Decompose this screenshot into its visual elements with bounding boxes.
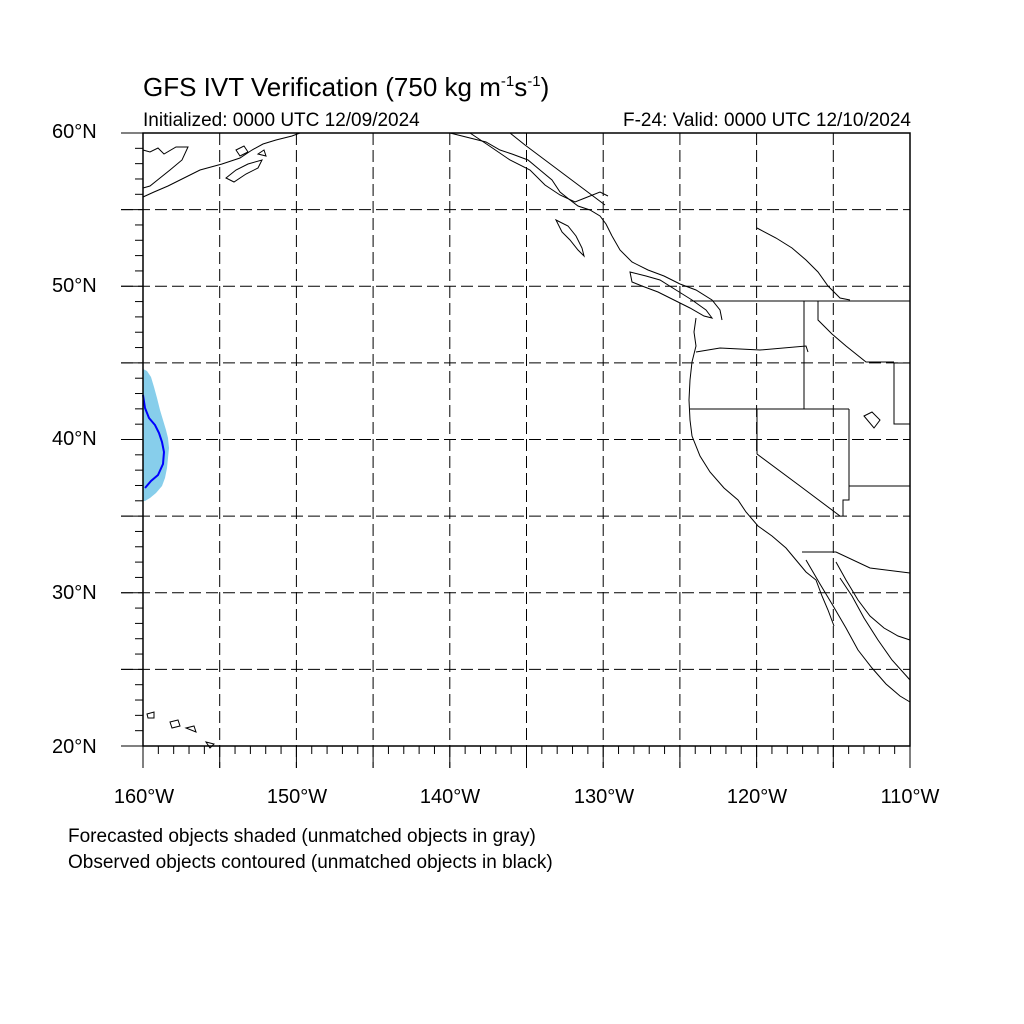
us-west-coast <box>688 317 835 627</box>
forecast-legend-note: Forecasted objects shaded (unmatched obj… <box>68 826 536 847</box>
alaska-islands <box>235 145 267 157</box>
initialized-label: Initialized: 0000 UTC 12/09/2024 <box>143 110 420 131</box>
wyoming-border <box>893 362 910 425</box>
forecast-ivt-object <box>143 369 169 501</box>
axis-ticks <box>121 132 911 768</box>
alaska-coast <box>142 146 189 189</box>
great-salt-lake <box>863 411 881 429</box>
alaska-peninsula-coast <box>142 132 301 198</box>
haida-gwaii <box>554 218 585 258</box>
observed-ivt-contour <box>142 394 166 489</box>
idaho-border <box>803 301 894 409</box>
lat-label-60n: 60°N <box>52 121 97 143</box>
nevada-california-border <box>756 409 841 517</box>
alaska-panhandle <box>469 132 609 203</box>
lat-label-40n: 40°N <box>52 428 97 450</box>
chart-title: GFS IVT Verification (750 kg m-1s-1) <box>143 72 550 102</box>
lon-label-160w: 160°W <box>113 786 175 808</box>
lat-label-50n: 50°N <box>52 275 97 297</box>
us-mexico-border <box>802 551 911 574</box>
lon-label-120w: 120°W <box>726 786 788 808</box>
lon-label-110w: 110°W <box>880 786 940 808</box>
lon-label-150w: 150°W <box>266 786 328 808</box>
hawaii-islands <box>146 711 215 749</box>
gulf-of-california <box>839 577 911 681</box>
lat-label-30n: 30°N <box>52 582 97 604</box>
lat-label-20n: 20°N <box>52 736 97 758</box>
observed-legend-note: Observed objects contoured (unmatched ob… <box>68 852 553 873</box>
canadian-interior-river <box>756 227 851 301</box>
map-frame <box>142 132 911 747</box>
bc-coast <box>611 235 723 321</box>
kodiak-island <box>225 159 263 183</box>
alaska-canada-border <box>509 132 606 206</box>
gulf-of-alaska-coast <box>449 132 613 237</box>
lat-lon-grid <box>121 133 910 768</box>
lon-label-140w: 140°W <box>419 786 481 808</box>
vancouver-island <box>629 271 714 319</box>
lon-label-130w: 130°W <box>573 786 635 808</box>
coastlines-and-borders <box>142 132 911 749</box>
mexico-mainland-coast <box>835 561 911 641</box>
valid-time-label: F-24: Valid: 0000 UTC 12/10/2024 <box>623 110 911 131</box>
utah-nevada-border <box>842 409 850 516</box>
baja-california <box>805 559 911 703</box>
washington-oregon-border <box>695 345 809 353</box>
